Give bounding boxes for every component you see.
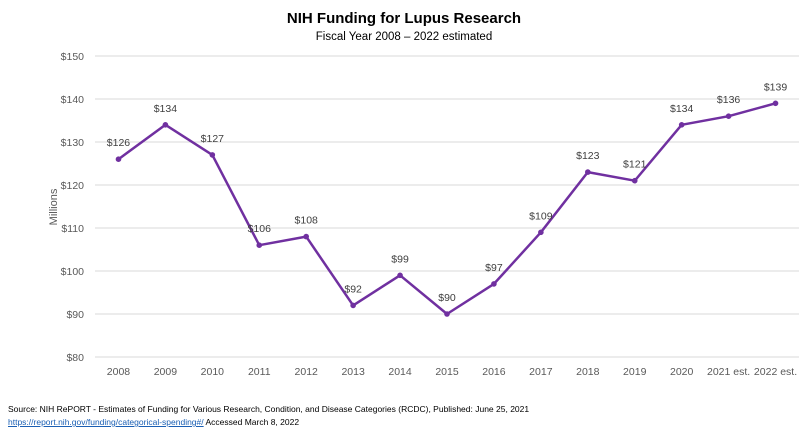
- data-point: [397, 272, 403, 279]
- y-axis-label: Millions: [48, 188, 60, 225]
- gridlines: [95, 55, 799, 358]
- x-tick-label: 2010: [201, 366, 225, 378]
- data-point: [209, 152, 216, 158]
- data-label: $136: [717, 94, 741, 106]
- accessed-date: Accessed March 8, 2022: [203, 417, 300, 427]
- source-text: Source: NIH RePORT - Estimates of Fundin…: [8, 404, 530, 414]
- chart-subtitle: Fiscal Year 2008 – 2022 estimated: [316, 31, 492, 43]
- y-tick-label: $80: [66, 352, 84, 364]
- source-citation: https://report.nih.gov/funding/categoric…: [8, 417, 299, 427]
- data-label: $121: [623, 159, 647, 171]
- x-tick-label: 2013: [341, 366, 365, 378]
- y-tick-label: $90: [66, 309, 84, 321]
- data-point: [772, 100, 779, 107]
- x-tick-label: 2017: [529, 366, 553, 378]
- data-point: [256, 242, 263, 248]
- data-point: [444, 311, 450, 317]
- data-point: [162, 122, 169, 128]
- y-tick-label: $140: [61, 94, 85, 106]
- data-labels: $126 $134 $127 $106 $108 $92 $99 $90 $97 $109 $123…: [107, 81, 788, 304]
- data-point: [303, 233, 310, 240]
- x-tick-label: 2022 est.: [754, 366, 797, 378]
- x-tick-label: 2011: [248, 366, 271, 378]
- data-point: [350, 302, 356, 309]
- x-tick-label: 2020: [670, 366, 694, 378]
- data-label: $127: [201, 133, 225, 145]
- x-tick-label: 2019: [623, 366, 647, 378]
- y-tick-label: $120: [61, 180, 85, 192]
- data-point: [538, 229, 544, 236]
- data-label: $90: [438, 292, 456, 304]
- data-label: $99: [391, 253, 409, 265]
- data-point: [725, 113, 732, 119]
- data-points: [115, 100, 779, 317]
- data-label: $109: [529, 210, 553, 222]
- data-label: $134: [670, 103, 694, 115]
- x-tick-label: 2012: [295, 366, 319, 378]
- data-point: [631, 177, 638, 184]
- data-label: $139: [764, 81, 788, 93]
- x-tick-label: 2016: [482, 366, 506, 378]
- y-axis-ticks: $80 $90 $100 $110 $120 $130 $140 $150: [61, 51, 85, 364]
- data-point: [491, 281, 497, 287]
- x-tick-label: 2014: [388, 366, 412, 378]
- chart-title: NIH Funding for Lupus Research: [287, 10, 521, 27]
- source-link[interactable]: https://report.nih.gov/funding/categoric…: [8, 417, 204, 427]
- x-tick-label: 2021 est.: [707, 366, 750, 378]
- y-tick-label: $100: [61, 266, 85, 278]
- y-tick-label: $130: [61, 137, 85, 149]
- data-label: $126: [107, 137, 131, 149]
- data-label: $106: [248, 223, 272, 235]
- y-tick-label: $110: [61, 223, 84, 235]
- y-tick-label: $150: [61, 51, 85, 63]
- data-point: [678, 122, 685, 128]
- data-label: $92: [344, 283, 362, 295]
- data-label: $123: [576, 150, 600, 162]
- data-label: $134: [154, 103, 178, 115]
- line-chart: NIH Funding for Lupus Research Fiscal Ye…: [48, 10, 799, 378]
- x-tick-label: 2015: [435, 366, 459, 378]
- data-point: [585, 169, 591, 175]
- data-point: [115, 156, 122, 162]
- x-tick-label: 2018: [576, 366, 600, 378]
- x-tick-label: 2008: [107, 366, 131, 378]
- x-axis-ticks: 2008 2009 2010 2011 2012 2013 2014 2015 2016 2017…: [107, 366, 797, 378]
- data-label: $108: [295, 215, 319, 227]
- data-label: $97: [485, 262, 503, 274]
- x-tick-label: 2009: [154, 366, 178, 378]
